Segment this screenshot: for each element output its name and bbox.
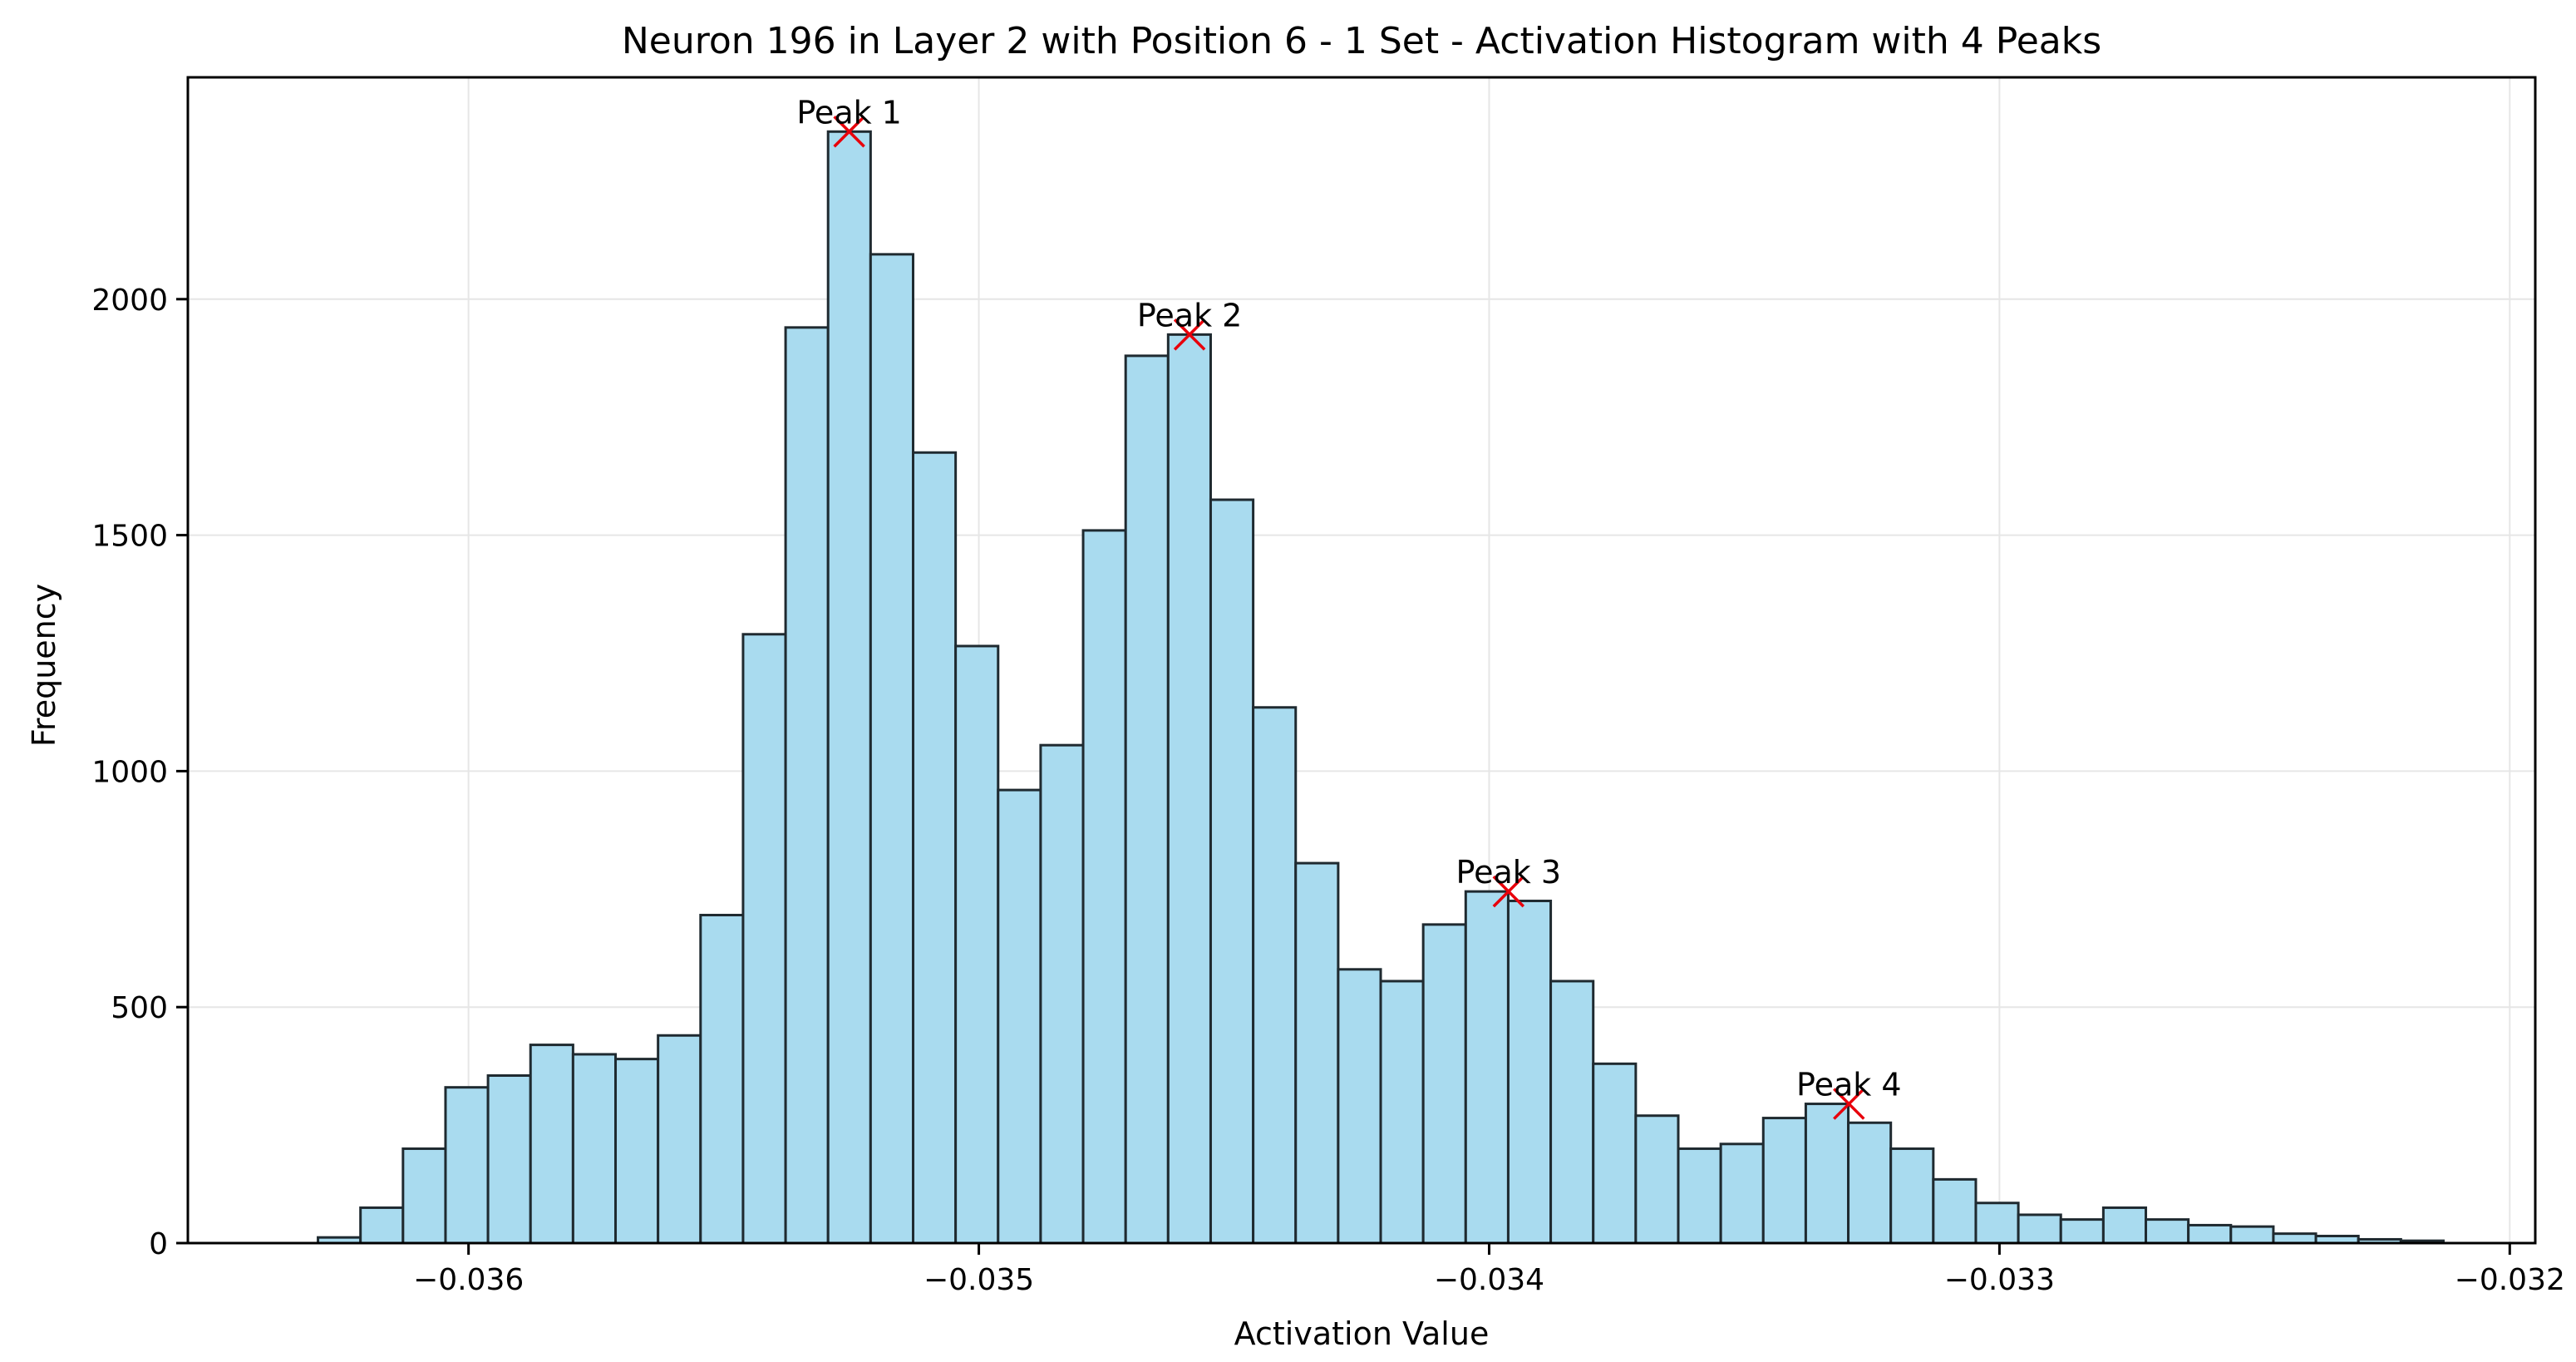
histogram-bar [1634,1114,1680,1245]
y-tick-label: 0 [149,1227,168,1261]
peak-x-stroke [1833,1088,1865,1120]
histogram-bar [2229,1225,2275,1245]
peak-marker [833,116,865,148]
histogram-bar [2059,1218,2105,1245]
y-tick-label: 1000 [91,755,168,789]
histogram-bar [1421,923,1467,1245]
histogram-bar [954,644,1000,1245]
histogram-bar [486,1073,532,1245]
histogram-bar [1124,354,1170,1245]
histogram-bar [911,451,958,1245]
y-tick-label: 1500 [91,520,168,554]
histogram-bar [2101,1206,2148,1245]
histogram-bar [1379,980,1425,1245]
histogram-bar [1847,1121,1893,1245]
peak-label: Peak 3 [1456,854,1562,891]
y-axis-ticks: 0 500 1000 1500 2000 [91,284,188,1261]
x-tick-label: −0.036 [413,1263,524,1297]
histogram-bar [784,326,830,1245]
histogram-bar [1506,899,1553,1245]
peak-marker [1492,875,1525,908]
histogram-bar [1166,333,1212,1245]
histogram-bar [1719,1142,1765,1245]
histogram-bar [1677,1147,1722,1245]
peak-label: Peak 2 [1137,297,1243,333]
x-tick-label: −0.035 [924,1263,1034,1297]
plot-frame [186,76,2537,1245]
y-axis-label: Frequency [26,584,62,747]
y-tick-label: 500 [111,991,168,1025]
histogram-bar [997,788,1042,1245]
peak-label: Peak 4 [1796,1067,1902,1103]
histogram-bar [444,1086,490,1245]
x-tick-label: −0.034 [1434,1263,1544,1297]
histogram-bar [2272,1232,2317,1245]
histogram-bar [1081,529,1127,1245]
histogram-bar [1209,498,1255,1245]
histogram-bar [529,1044,574,1245]
histogram-bar [1464,890,1510,1245]
histogram-bar [401,1147,447,1245]
histogram-bar [2017,1213,2062,1245]
peak-x-stroke [1492,875,1525,908]
peak-marker [1833,1088,1865,1120]
y-tick-label: 2000 [91,284,168,318]
histogram-bars [317,130,2445,1245]
histogram-bar [359,1206,405,1245]
histogram-bar [1974,1202,2020,1245]
histogram-bar [614,1058,660,1245]
histogram-bar [1252,706,1298,1245]
chart-title: Neuron 196 in Layer 2 with Position 6 - … [622,20,2101,62]
peak-x-stroke [1173,318,1206,351]
histogram-bar [2145,1218,2190,1245]
peak-label: Peak 1 [796,94,902,131]
histogram-bar [1337,968,1382,1245]
histogram-bar [1549,980,1595,1245]
histogram-bar [1039,743,1085,1245]
x-axis-label: Activation Value [1234,1315,1490,1352]
histogram-bar [1761,1117,1807,1245]
histogram-bar [741,633,787,1245]
x-tick-label: −0.032 [2455,1263,2565,1297]
histogram-bar [571,1053,618,1245]
histogram-bar [1294,861,1340,1245]
x-axis-ticks: −0.036 −0.035 −0.034 −0.033 −0.032 [413,1243,2565,1297]
histogram-bar [2187,1223,2233,1245]
histogram-bar [699,914,745,1245]
peak-x-stroke [833,116,865,148]
histogram-bar [1932,1177,1978,1245]
histogram-bar [1889,1147,1935,1245]
histogram-bar [1592,1062,1638,1245]
x-tick-label: −0.033 [1944,1263,2055,1297]
histogram-bar [1804,1103,1850,1245]
peak-markers: Peak 1 Peak 2 Peak 3 Peak 4 [796,94,1902,1120]
histogram-bar [869,253,914,1245]
histogram-bar [826,130,872,1245]
peak-marker [1173,318,1206,351]
histogram-bar [657,1034,702,1245]
